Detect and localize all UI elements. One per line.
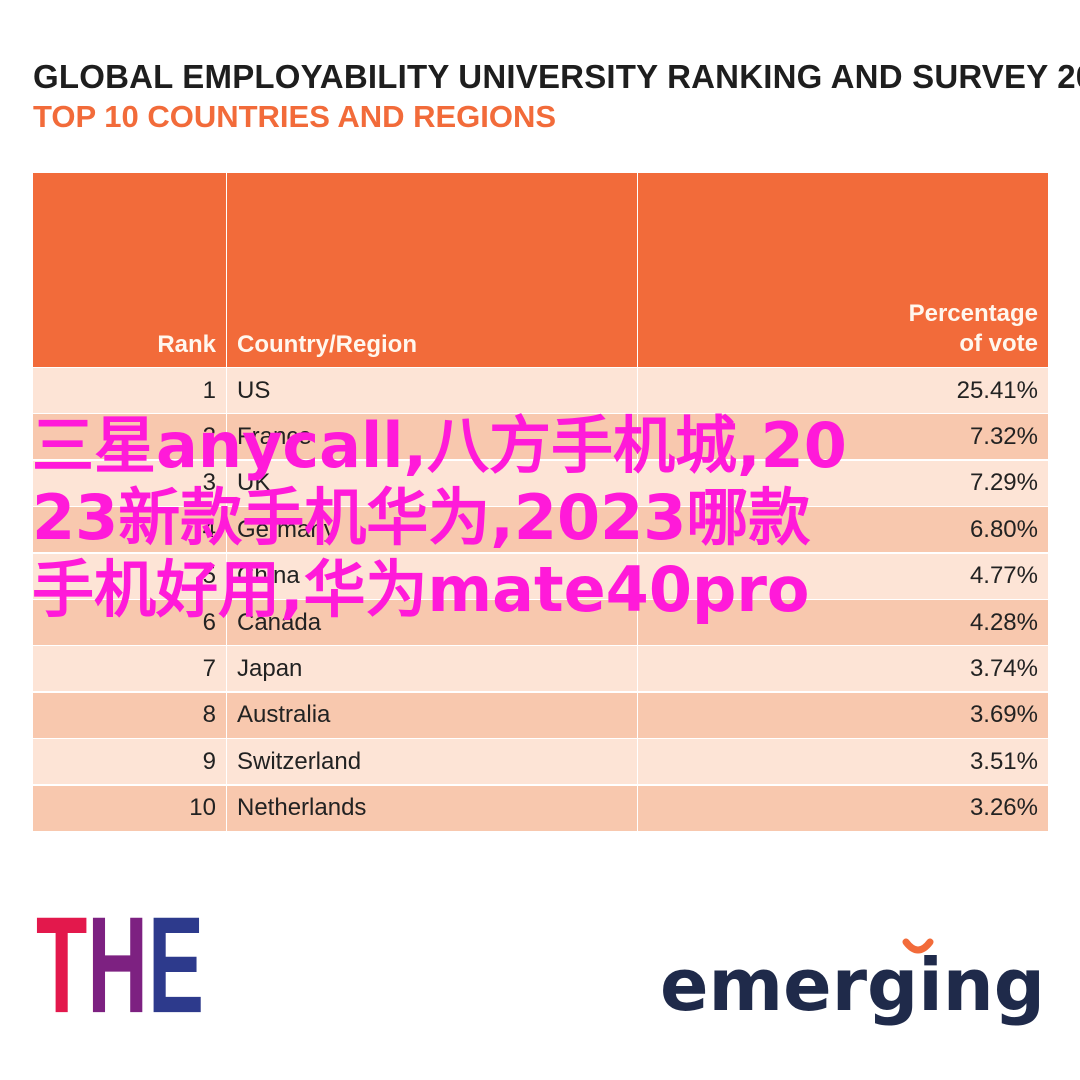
emerging-arc-icon [902,938,934,954]
country-cell: China [237,562,300,590]
table-row: 3 UK 7.29% [33,459,1048,506]
percentage-cell: 7.29% [969,469,1038,497]
percentage-cell: 4.77% [969,562,1038,590]
table-row: 4 Germany 6.80% [33,506,1048,553]
chart-subtitle: TOP 10 COUNTRIES AND REGIONS [33,99,557,134]
country-cell: Netherlands [237,794,367,822]
chart-title: GLOBAL EMPLOYABILITY UNIVERSITY RANKING … [33,58,1080,95]
rank-cell: 10 [189,794,216,822]
percentage-cell: 3.74% [969,654,1038,682]
header-percentage: Percentage of vote [638,173,1048,367]
country-cell: Switzerland [237,747,362,775]
country-cell: US [237,376,271,404]
column-divider [226,173,227,831]
ranking-table: Rank Country/Region Percentage of vote 1… [33,173,1048,831]
country-cell: Japan [237,654,303,682]
rank-cell: 4 [202,515,216,543]
table-row: 5 China 4.77% [33,552,1048,599]
country-cell: Canada [237,608,322,636]
header-rank: Rank [157,331,216,358]
header-percentage-line1: Percentage [908,300,1038,327]
country-cell: Australia [237,701,331,729]
percentage-cell: 7.32% [969,422,1038,450]
rank-cell: 1 [202,376,216,404]
country-cell: UK [237,469,271,497]
table-row: 8 Australia 3.69% [33,691,1048,738]
rank-cell: 5 [202,562,216,590]
rank-cell: 8 [202,701,216,729]
rank-cell: 9 [202,747,216,775]
header-country: Country/Region [237,331,417,358]
table-row: 2 France 7.32% [33,413,1048,460]
rank-cell: 3 [202,469,216,497]
rank-cell: 7 [202,654,216,682]
emerging-logo: emerging [660,938,1045,1027]
percentage-cell: 3.69% [969,701,1038,729]
table-row: 9 Switzerland 3.51% [33,738,1048,785]
header-percentage-line2: of vote [959,330,1038,357]
rank-cell: 2 [202,422,216,450]
table-header: Rank Country/Region Percentage of vote [33,173,1048,367]
table-row: 6 Canada 4.28% [33,599,1048,645]
percentage-cell: 4.28% [969,608,1038,636]
table-row: 1 US 25.41% [33,367,1048,413]
watermark-overlay-text: 三星anycall,八方手机城,2023新款手机华为,2023哪款手机好用,华为… [32,409,847,626]
percentage-cell: 3.51% [969,747,1038,775]
rank-cell: 6 [202,608,216,636]
emerging-logo-text: emerging [660,943,1045,1027]
percentage-cell: 6.80% [969,515,1038,543]
column-divider [637,173,638,831]
table-row: 7 Japan 3.74% [33,645,1048,692]
table-row: 10 Netherlands 3.26% [33,784,1048,831]
country-cell: France [237,422,312,450]
the-logo-text: THE [36,889,204,1018]
the-logo: THE [36,889,204,1018]
percentage-cell: 3.26% [969,794,1038,822]
percentage-cell: 25.41% [956,376,1038,404]
country-cell: Germany [237,515,336,543]
